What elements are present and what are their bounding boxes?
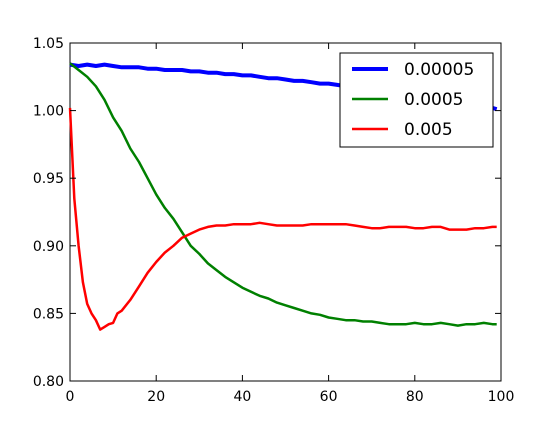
- legend: 0.00005 0.0005 0.005: [339, 52, 494, 148]
- x-tick-label: 100: [488, 389, 515, 405]
- x-tick-label: 20: [147, 389, 165, 405]
- x-tick-label: 80: [406, 389, 424, 405]
- axis-ticks: 0 20 40 60 80 100 0.80 0.85 0.90 0.95 1.00 1.05: [33, 36, 515, 405]
- legend-item-0.005: 0.005: [352, 120, 453, 140]
- series-line-0.005: [68, 107, 497, 331]
- legend-label-0.00005: 0.00005: [404, 60, 474, 80]
- y-tick-label: 0.95: [33, 171, 64, 187]
- x-tick-label: 40: [233, 389, 251, 405]
- y-tick-label: 1.00: [33, 104, 64, 120]
- y-tick-label: 0.85: [33, 306, 64, 322]
- legend-label-0.0005: 0.0005: [404, 90, 463, 110]
- x-tick-label: 0: [66, 389, 75, 405]
- legend-label-0.005: 0.005: [404, 120, 453, 140]
- legend-item-0.00005: 0.00005: [352, 60, 474, 80]
- series-line-0.0005: [69, 62, 497, 327]
- y-tick-label: 0.90: [33, 239, 64, 255]
- y-tick-label: 0.80: [33, 374, 64, 390]
- y-tick-label: 1.05: [33, 36, 64, 52]
- legend-item-0.0005: 0.0005: [352, 90, 463, 110]
- x-tick-label: 60: [320, 389, 338, 405]
